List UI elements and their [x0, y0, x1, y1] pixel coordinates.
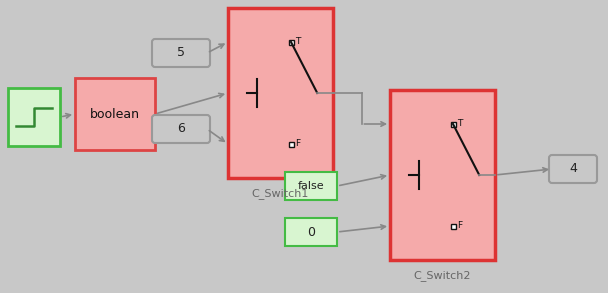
Text: C_Switch1: C_Switch1: [252, 188, 309, 199]
Text: 0: 0: [307, 226, 315, 239]
Text: T: T: [457, 120, 463, 129]
FancyBboxPatch shape: [285, 218, 337, 246]
Text: 6: 6: [177, 122, 185, 135]
FancyBboxPatch shape: [549, 155, 597, 183]
Text: 4: 4: [569, 163, 577, 176]
Text: boolean: boolean: [90, 108, 140, 120]
Bar: [289, 142, 294, 146]
FancyBboxPatch shape: [8, 88, 60, 146]
FancyBboxPatch shape: [228, 8, 333, 178]
Text: F: F: [457, 222, 463, 231]
Bar: [451, 224, 455, 229]
Bar: [289, 40, 294, 45]
Text: F: F: [295, 139, 300, 149]
Text: T: T: [295, 38, 301, 47]
Bar: [451, 122, 455, 127]
FancyBboxPatch shape: [152, 39, 210, 67]
FancyBboxPatch shape: [152, 115, 210, 143]
FancyBboxPatch shape: [75, 78, 155, 150]
Text: false: false: [298, 181, 324, 191]
FancyBboxPatch shape: [390, 90, 495, 260]
FancyBboxPatch shape: [285, 172, 337, 200]
Text: 5: 5: [177, 47, 185, 59]
Text: C_Switch2: C_Switch2: [414, 270, 471, 281]
